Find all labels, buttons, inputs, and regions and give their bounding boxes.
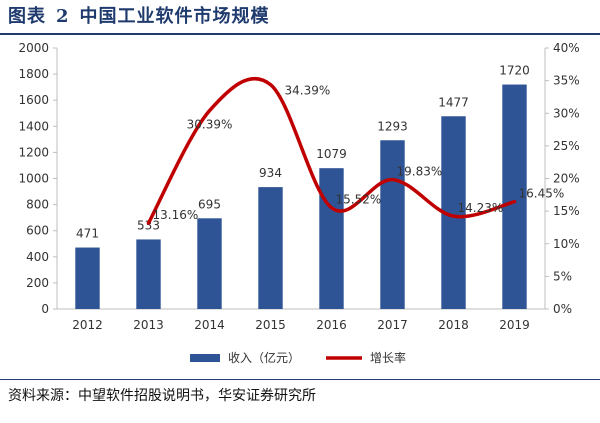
figure-label: 图表: [8, 6, 46, 27]
x-tick-label: 2012: [72, 318, 103, 332]
x-tick-label: 2018: [438, 318, 469, 332]
growth-rate-label: 19.83%: [397, 165, 443, 179]
source-rule: [0, 379, 600, 380]
growth-rate-line: [146, 76, 517, 225]
bar-value-label: 1720: [499, 64, 530, 78]
bar-2017: [380, 140, 405, 309]
bar-2014: [197, 218, 222, 309]
bar-value-label: 695: [198, 197, 221, 211]
legend-label-growth: 增长率: [370, 350, 406, 365]
bar-2019: [502, 84, 527, 309]
bar-value-label: 533: [137, 218, 160, 232]
growth-rate-label: 15.52%: [336, 193, 382, 207]
x-tick-label: 2019: [499, 318, 530, 332]
y-right-tick-label: 20%: [553, 172, 580, 186]
bar-value-label: 1477: [438, 95, 469, 109]
bar-2016: [319, 168, 344, 309]
legend-label-revenue: 收入（亿元）: [228, 350, 300, 365]
x-tick-label: 2015: [255, 318, 286, 332]
figure-title-text: 中国工业软件市场规模: [79, 6, 270, 27]
x-tick-label: 2013: [133, 318, 164, 332]
y-left-tick-label: 0: [41, 302, 49, 316]
y-left-tick-label: 200: [26, 276, 49, 290]
y-left-tick-label: 1200: [18, 145, 49, 159]
bar-2015: [258, 187, 283, 309]
x-tick-label: 2014: [194, 318, 225, 332]
y-left-tick-label: 2000: [18, 41, 49, 55]
x-tick-label: 2017: [377, 318, 408, 332]
y-right-tick-label: 5%: [553, 269, 572, 283]
y-left-tick-label: 600: [26, 224, 49, 238]
y-right-tick-label: 15%: [553, 204, 580, 218]
y-right-tick-label: 25%: [553, 139, 580, 153]
bar-value-label: 471: [76, 227, 99, 241]
growth-rate-label: 13.16%: [153, 208, 199, 222]
bar-value-label: 1079: [316, 147, 347, 161]
x-tick-label: 2016: [316, 318, 347, 332]
y-right-tick-label: 40%: [553, 41, 580, 55]
y-right-tick-label: 30%: [553, 106, 580, 120]
y-right-tick-label: 10%: [553, 237, 580, 251]
bar-value-label: 934: [259, 166, 282, 180]
y-right-tick-label: 35%: [553, 74, 580, 88]
y-right-tick-label: 0%: [553, 302, 572, 316]
bar-2013: [136, 239, 161, 309]
figure-title: 图表 2 中国工业软件市场规模: [8, 4, 270, 30]
y-left-tick-label: 400: [26, 250, 49, 264]
title-rule: [0, 33, 600, 35]
bar-value-label: 1293: [377, 119, 408, 133]
y-left-tick-label: 1000: [18, 172, 49, 186]
legend-swatch-revenue: [190, 354, 220, 362]
source-note: 资料来源：中望软件招股说明书，华安证券研究所: [8, 388, 316, 404]
y-left-tick-label: 800: [26, 198, 49, 212]
growth-rate-label: 16.45%: [519, 187, 565, 201]
y-left-tick-label: 1400: [18, 119, 49, 133]
growth-rate-label: 34.39%: [285, 84, 331, 98]
growth-rate-label: 30.39%: [187, 118, 233, 132]
bar-2012: [75, 247, 100, 309]
figure-number: 2: [56, 6, 70, 27]
market-size-chart: 0 200 400 600 800 1000 1200 1400 1600 1800 2000 0% 5…: [18, 41, 580, 365]
y-left-tick-label: 1800: [18, 67, 49, 81]
growth-rate-label: 14.23%: [458, 201, 504, 215]
y-left-tick-label: 1600: [18, 93, 49, 107]
